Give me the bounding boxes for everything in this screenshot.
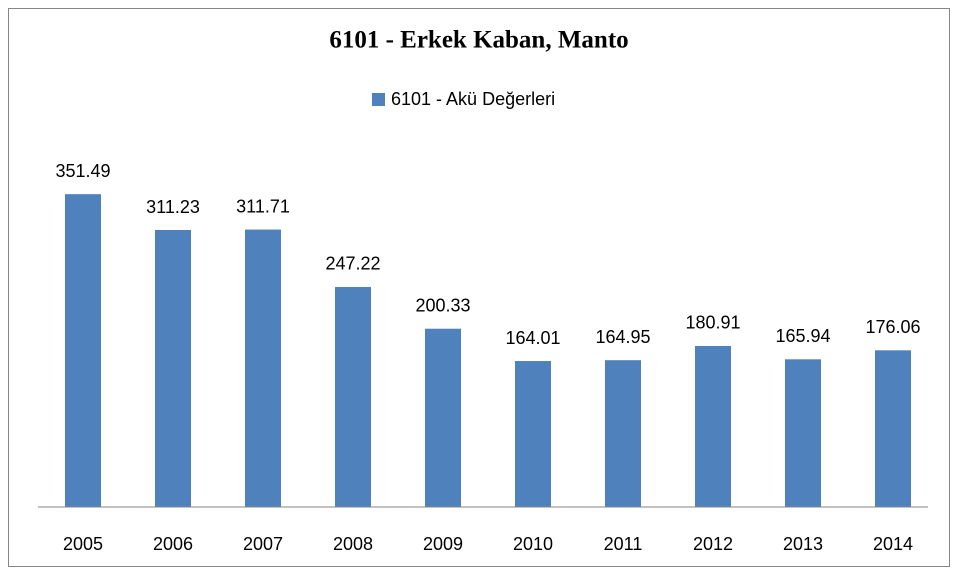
- bar: [155, 230, 191, 507]
- bar: [695, 345, 731, 507]
- data-label: 164.01: [505, 328, 560, 348]
- bar: [515, 361, 551, 507]
- bar: [425, 328, 461, 507]
- data-label: 311.71: [236, 196, 290, 216]
- bar: [875, 350, 911, 507]
- x-tick-label: 2014: [873, 534, 913, 554]
- x-tick-label: 2012: [693, 534, 733, 554]
- legend-swatch: [372, 93, 385, 106]
- data-label: 165.94: [775, 326, 830, 346]
- data-label: 247.22: [325, 254, 380, 274]
- x-tick-label: 2010: [513, 534, 553, 554]
- data-label: 176.06: [865, 317, 920, 337]
- x-tick-label: 2006: [153, 534, 193, 554]
- x-tick-label: 2011: [604, 534, 643, 554]
- x-tick-label: 2013: [783, 534, 823, 554]
- x-tick-label: 2005: [63, 534, 103, 554]
- data-label: 164.95: [595, 327, 650, 347]
- legend-label: 6101 - Akü Değerleri: [391, 89, 555, 109]
- bar: [605, 360, 641, 507]
- data-label: 311.23: [146, 197, 200, 217]
- x-tick-label: 2009: [423, 534, 463, 554]
- x-tick-label: 2008: [333, 534, 373, 554]
- x-tick-label: 2007: [243, 534, 283, 554]
- bar: [245, 229, 281, 507]
- data-label: 200.33: [415, 295, 470, 315]
- chart-title: 6101 - Erkek Kaban, Manto: [329, 27, 628, 54]
- bar: [785, 359, 821, 507]
- bar: [335, 286, 371, 507]
- bar: [65, 194, 101, 508]
- data-label: 351.49: [55, 161, 110, 181]
- data-label: 180.91: [685, 313, 740, 333]
